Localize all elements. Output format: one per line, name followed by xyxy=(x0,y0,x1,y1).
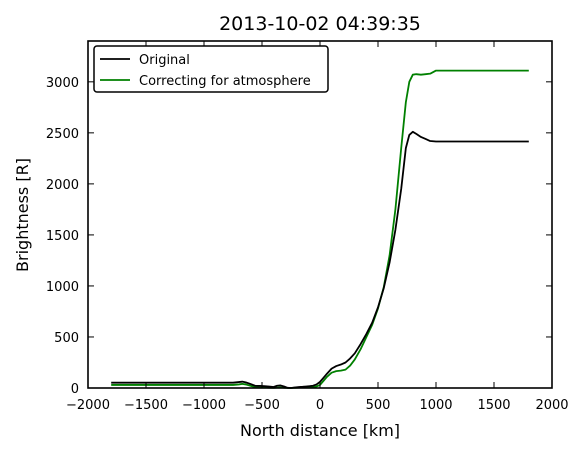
legend-label: Correcting for atmosphere xyxy=(139,74,311,89)
y-tick-label: 2000 xyxy=(46,178,79,193)
x-axis-title: North distance [km] xyxy=(240,421,400,440)
y-tick-label: 2500 xyxy=(46,127,79,142)
x-tick-label: 2000 xyxy=(535,398,568,413)
legend-label: Original xyxy=(139,53,190,68)
y-tick-label: 1500 xyxy=(46,229,79,244)
x-tick-label: −500 xyxy=(244,398,280,413)
series-line-original xyxy=(111,130,529,389)
plot-frame xyxy=(87,40,553,389)
plot-area xyxy=(111,69,529,389)
x-tick-label: −1500 xyxy=(124,398,168,413)
y-axis-title: Brightness [R] xyxy=(13,158,32,272)
legend: Original Correcting for atmosphere xyxy=(93,45,329,93)
x-tick-label: −2000 xyxy=(66,398,110,413)
x-tick-label: 1000 xyxy=(419,398,452,413)
legend-box xyxy=(93,45,329,93)
y-tick-label: 500 xyxy=(54,331,79,346)
chart-title: 2013-10-02 04:39:35 xyxy=(219,13,421,35)
y-tick-label: 3000 xyxy=(46,76,79,91)
axis-ticks: −2000 −1500 −1000 −500 0 500 1000 1500 2000 0 500 1… xyxy=(46,41,569,413)
series-line-correcting-for-atmosphere xyxy=(111,69,529,389)
x-tick-label: 500 xyxy=(366,398,391,413)
x-tick-label: 1500 xyxy=(477,398,510,413)
y-tick-label: 1000 xyxy=(46,280,79,295)
y-tick-label: 0 xyxy=(71,382,79,397)
x-tick-label: 0 xyxy=(316,398,324,413)
x-tick-label: −1000 xyxy=(182,398,226,413)
